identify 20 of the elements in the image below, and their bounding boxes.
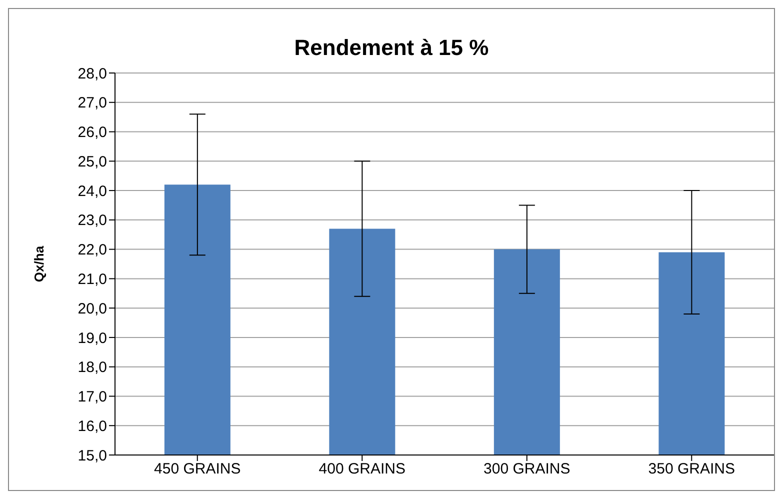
y-tick-label: 20,0 [78, 300, 107, 318]
y-tick-label: 24,0 [78, 182, 107, 200]
chart-title: Rendement à 15 % [293, 35, 490, 62]
y-tick-label: 21,0 [78, 271, 107, 288]
x-tick-label: 350 GRAINS [648, 460, 735, 478]
y-tick-label: 26,0 [78, 124, 107, 142]
x-tick-label: 400 GRAINS [318, 460, 406, 478]
y-tick-label: 22,0 [78, 242, 107, 259]
x-tick-label: 300 GRAINS [484, 460, 570, 478]
y-axis-title: Qx/ha [32, 245, 47, 282]
y-tick-label: 27,0 [78, 94, 107, 112]
x-tick-label: 450 GRAINS [154, 460, 241, 478]
y-tick-label: 19,0 [78, 330, 107, 347]
y-tick-label: 28,0 [78, 65, 107, 82]
y-tick-label: 25,0 [78, 153, 107, 170]
y-tick-label: 18,0 [78, 359, 107, 376]
y-tick-label: 17,0 [78, 388, 107, 406]
y-tick-label: 15,0 [78, 447, 107, 464]
y-tick-label: 23,0 [78, 212, 107, 230]
y-tick-label: 16,0 [78, 418, 107, 435]
